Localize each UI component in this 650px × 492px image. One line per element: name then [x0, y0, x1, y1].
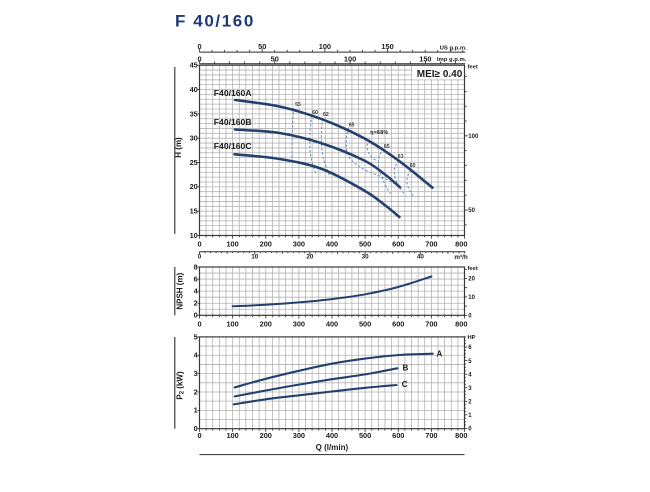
svg-text:62: 62 [323, 112, 329, 118]
svg-text:η=68%: η=68% [370, 130, 388, 136]
svg-text:45: 45 [190, 61, 198, 70]
svg-text:4: 4 [468, 372, 472, 378]
svg-text:3: 3 [194, 369, 198, 378]
svg-text:600: 600 [392, 239, 404, 248]
svg-text:50: 50 [271, 54, 279, 63]
svg-text:700: 700 [425, 239, 437, 248]
svg-text:4: 4 [194, 287, 199, 296]
svg-text:1: 1 [194, 406, 198, 415]
svg-text:F40/160B: F40/160B [214, 117, 252, 127]
svg-text:100: 100 [319, 42, 331, 51]
svg-text:feet: feet [468, 266, 478, 272]
svg-text:500: 500 [359, 431, 371, 440]
svg-text:2: 2 [468, 399, 472, 405]
svg-text:P2 (kW): P2 (kW) [176, 371, 186, 400]
svg-text:0: 0 [468, 314, 472, 320]
svg-text:20: 20 [190, 182, 198, 191]
svg-text:50: 50 [468, 208, 475, 214]
svg-text:40: 40 [190, 85, 198, 94]
svg-text:US g.p.m.: US g.p.m. [440, 45, 468, 51]
svg-text:10: 10 [251, 254, 259, 261]
svg-text:40: 40 [417, 254, 425, 261]
svg-text:0: 0 [194, 424, 198, 433]
svg-text:700: 700 [425, 431, 437, 440]
svg-text:4: 4 [194, 351, 199, 360]
svg-text:400: 400 [326, 239, 338, 248]
svg-text:300: 300 [293, 431, 305, 440]
svg-text:10: 10 [468, 295, 475, 301]
svg-text:C: C [402, 380, 408, 389]
svg-text:20: 20 [468, 277, 475, 283]
svg-text:0: 0 [468, 427, 472, 433]
svg-text:800: 800 [455, 431, 467, 440]
svg-text:100: 100 [344, 54, 356, 63]
svg-text:0: 0 [194, 311, 198, 320]
svg-text:65: 65 [349, 122, 355, 128]
svg-text:25: 25 [190, 158, 198, 167]
svg-text:30: 30 [190, 134, 198, 143]
svg-text:15: 15 [190, 207, 198, 216]
svg-text:100: 100 [226, 319, 238, 328]
svg-text:3: 3 [468, 386, 472, 392]
svg-text:0: 0 [197, 42, 201, 51]
svg-text:63: 63 [398, 154, 404, 160]
svg-text:m³/h: m³/h [454, 254, 467, 261]
svg-text:MEI≥ 0.40: MEI≥ 0.40 [417, 69, 463, 80]
svg-text:200: 200 [260, 431, 272, 440]
svg-text:800: 800 [455, 319, 467, 328]
svg-text:100: 100 [226, 239, 238, 248]
svg-text:B: B [403, 363, 409, 372]
svg-text:HP: HP [468, 335, 476, 341]
svg-text:A: A [437, 349, 443, 358]
svg-text:0: 0 [197, 239, 201, 248]
svg-text:8: 8 [194, 262, 198, 271]
svg-text:2: 2 [194, 299, 198, 308]
svg-text:100: 100 [226, 431, 238, 440]
svg-text:400: 400 [326, 319, 338, 328]
svg-text:100: 100 [468, 134, 479, 140]
svg-text:6: 6 [194, 274, 198, 283]
svg-text:F40/160C: F40/160C [214, 141, 252, 151]
svg-text:200: 200 [260, 319, 272, 328]
svg-text:30: 30 [362, 254, 370, 261]
svg-text:0: 0 [197, 431, 201, 440]
svg-text:20: 20 [306, 254, 314, 261]
svg-text:Q (l/min): Q (l/min) [316, 443, 349, 452]
svg-text:300: 300 [293, 319, 305, 328]
svg-text:5: 5 [194, 332, 198, 341]
svg-text:0: 0 [197, 54, 201, 63]
svg-text:0: 0 [198, 254, 202, 261]
svg-text:400: 400 [326, 431, 338, 440]
svg-text:35: 35 [190, 109, 198, 118]
svg-text:50: 50 [258, 42, 266, 51]
svg-text:65: 65 [384, 144, 390, 150]
svg-text:500: 500 [359, 319, 371, 328]
svg-text:NPSH (m): NPSH (m) [176, 272, 185, 309]
svg-text:150: 150 [419, 54, 431, 63]
svg-text:10: 10 [190, 231, 198, 240]
svg-text:F40/160A: F40/160A [214, 88, 252, 98]
svg-text:1: 1 [468, 413, 472, 419]
svg-text:60: 60 [410, 163, 416, 169]
svg-text:300: 300 [293, 239, 305, 248]
svg-text:F 40/160: F 40/160 [175, 11, 255, 30]
svg-text:200: 200 [260, 239, 272, 248]
svg-text:800: 800 [455, 239, 467, 248]
svg-text:600: 600 [392, 431, 404, 440]
svg-text:60: 60 [312, 110, 318, 116]
svg-text:55: 55 [295, 102, 301, 108]
svg-text:150: 150 [381, 42, 393, 51]
svg-text:500: 500 [359, 239, 371, 248]
svg-text:6: 6 [468, 345, 472, 351]
svg-text:H (m): H (m) [174, 137, 183, 158]
svg-text:Imp g.p.m.: Imp g.p.m. [437, 57, 467, 63]
svg-text:5: 5 [468, 359, 472, 365]
svg-text:0: 0 [197, 319, 201, 328]
svg-text:feet: feet [468, 65, 478, 71]
svg-text:600: 600 [392, 319, 404, 328]
svg-text:700: 700 [425, 319, 437, 328]
svg-text:2: 2 [194, 387, 198, 396]
